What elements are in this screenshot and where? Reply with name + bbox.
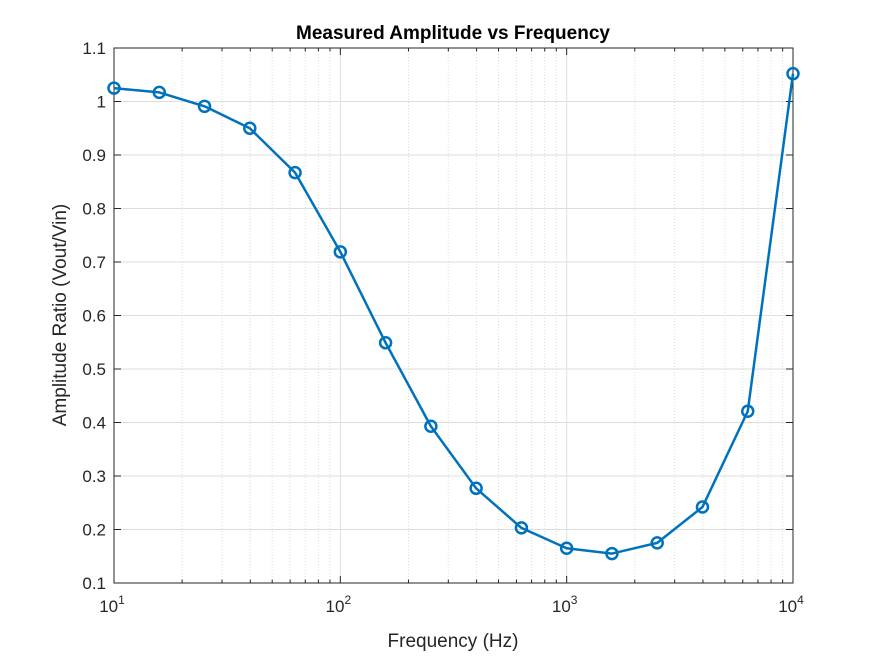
x-tick-label: 103	[552, 593, 578, 616]
y-tick-label: 0.5	[82, 360, 106, 379]
y-tick-label: 0.8	[82, 200, 106, 219]
y-tick-label: 0.1	[82, 574, 106, 593]
tick-marks	[113, 47, 794, 584]
data-point	[469, 481, 483, 496]
data-point	[514, 521, 529, 535]
data-point	[695, 500, 710, 514]
series-line	[113, 73, 795, 555]
data-point	[197, 99, 212, 114]
y-tick-label: 0.7	[82, 253, 106, 272]
data-point	[152, 85, 167, 100]
y-tick-labels: 0.1 0.2 0.3 0.4 0.5 0.6 0.7 0.8 0.9 1 1.1	[82, 39, 106, 593]
y-tick-label: 0.9	[82, 146, 106, 165]
y-axis-title: Amplitude Ratio (Vout/Vin)	[50, 204, 71, 427]
y-tick-label: 0.3	[82, 467, 106, 486]
y-tick-label: 1	[97, 93, 106, 112]
data-point	[107, 81, 121, 95]
chart-title: Measured Amplitude vs Frequency	[296, 23, 610, 44]
data-point	[378, 336, 393, 350]
y-tick-label: 0.6	[82, 307, 106, 326]
x-tick-label: 104	[778, 593, 804, 616]
x-axis-title: Frequency (Hz)	[388, 631, 519, 652]
series-layer	[107, 66, 800, 561]
x-tick-labels: 101 102 103 104	[99, 593, 804, 616]
x-tick-label: 101	[99, 593, 125, 616]
y-tick-label: 0.4	[82, 414, 106, 433]
data-point	[740, 404, 755, 419]
data-point	[333, 245, 348, 259]
data-point	[786, 66, 800, 81]
y-tick-label: 1.1	[82, 39, 106, 58]
y-tick-label: 0.2	[82, 521, 106, 540]
data-point	[243, 121, 257, 135]
data-point	[650, 536, 664, 550]
data-point	[559, 541, 574, 555]
plot-area	[107, 47, 800, 584]
x-tick-label: 102	[326, 593, 352, 616]
data-point	[288, 165, 302, 180]
data-point	[424, 419, 438, 433]
data-point	[605, 546, 619, 561]
